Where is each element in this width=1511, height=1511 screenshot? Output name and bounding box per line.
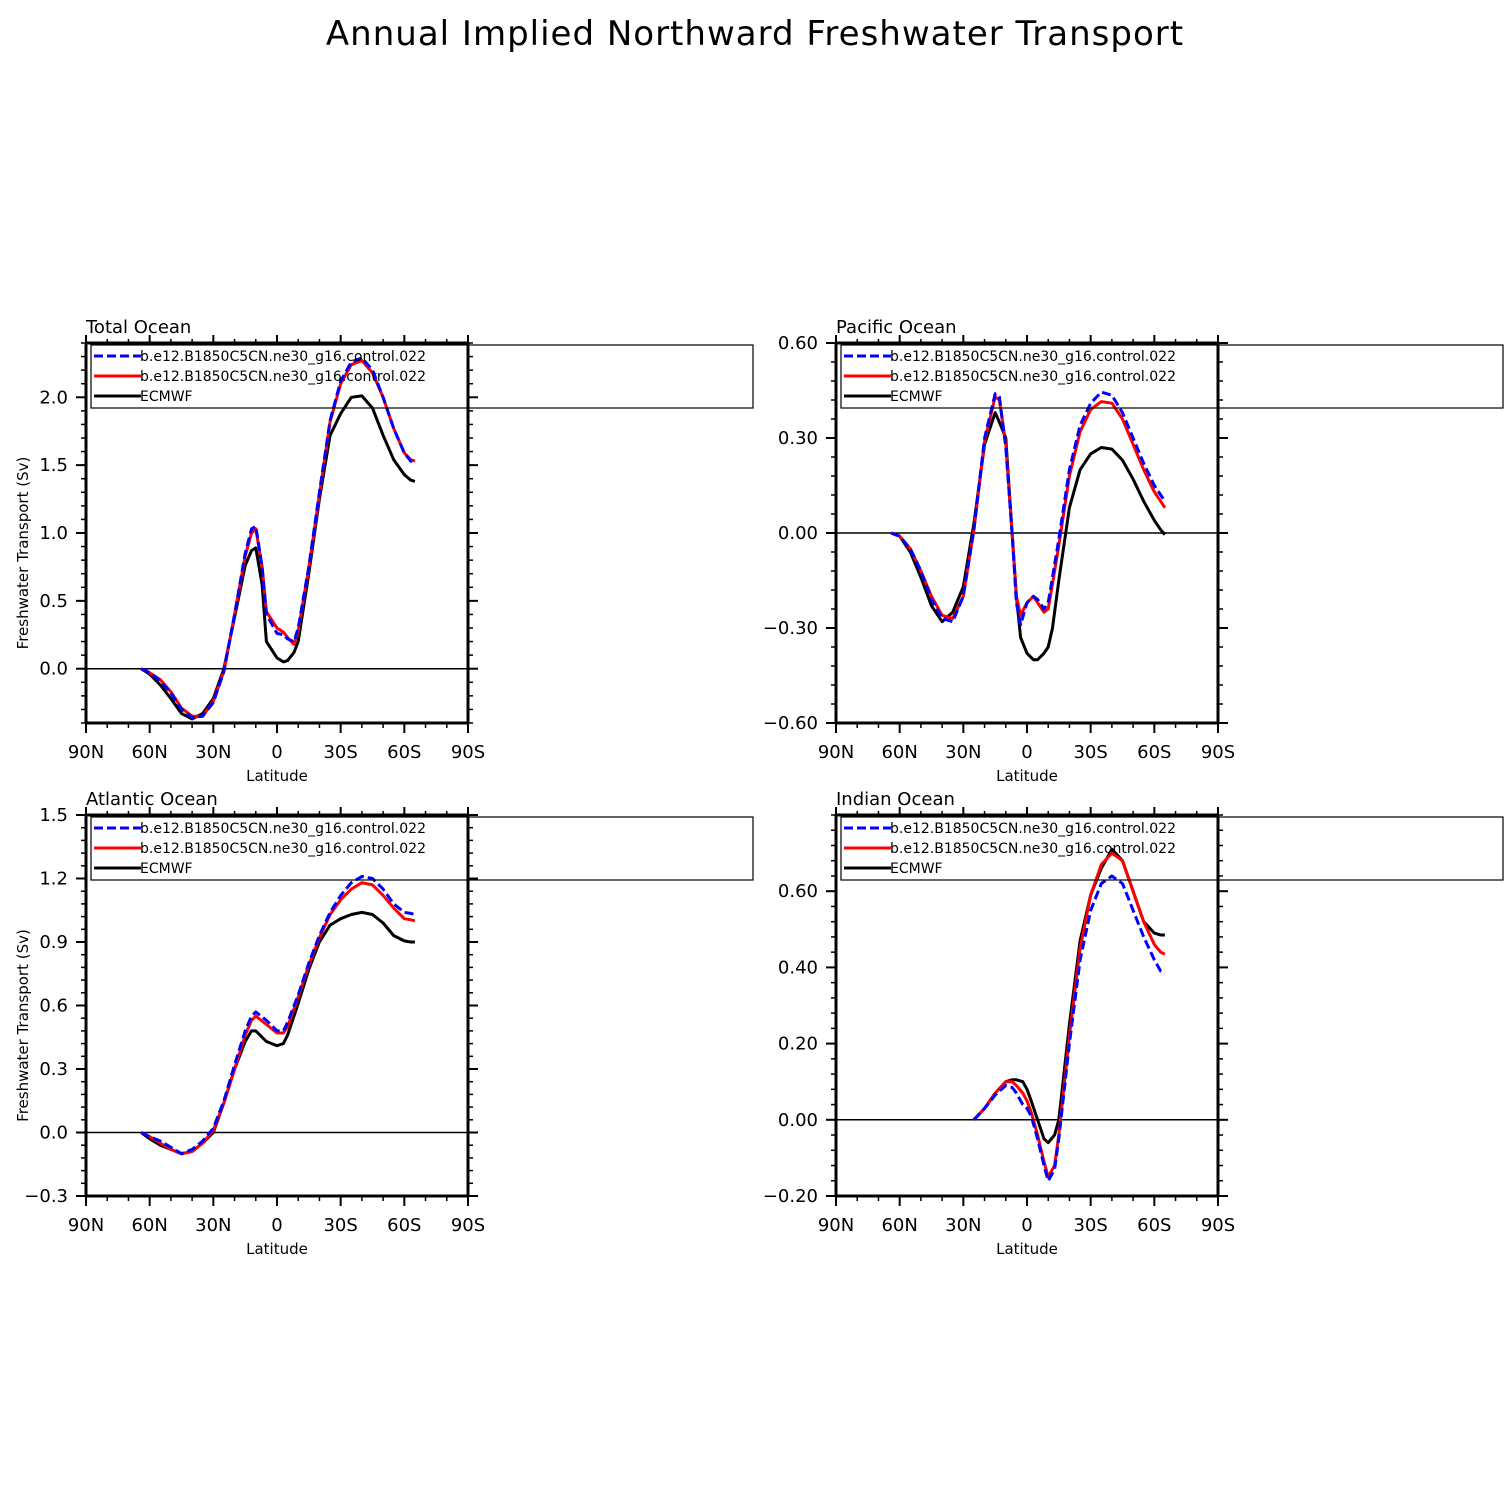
y-tick-label: 0.00 bbox=[778, 523, 818, 544]
x-tick-label: 60S bbox=[387, 742, 421, 763]
y-tick-label: 0.0 bbox=[39, 659, 68, 680]
y-tick-label: 0.30 bbox=[778, 428, 818, 449]
legend: b.e12.B1850C5CN.ne30_g16.control.022 b.e1… bbox=[90, 344, 754, 409]
legend-entry-label: ECMWF bbox=[890, 861, 943, 877]
x-tick-label: 60N bbox=[881, 742, 917, 763]
legend-entry-label: ECMWF bbox=[140, 389, 193, 405]
x-tick-label: 30N bbox=[195, 1215, 231, 1236]
legend: b.e12.B1850C5CN.ne30_g16.control.022 b.e1… bbox=[90, 816, 754, 881]
x-tick-label: 60N bbox=[131, 1215, 167, 1236]
x-tick-label: 90N bbox=[818, 1215, 854, 1236]
panel-title: Pacific Ocean bbox=[836, 317, 957, 338]
x-tick-label: 30S bbox=[1073, 1215, 1107, 1236]
x-tick-label: 90S bbox=[1201, 742, 1235, 763]
x-tick-label: 90S bbox=[451, 1215, 485, 1236]
x-tick-label: 30N bbox=[945, 1215, 981, 1236]
series-line-1 bbox=[890, 390, 1167, 627]
series-line-1 bbox=[140, 356, 416, 720]
figure-title: Annual Implied Northward Freshwater Tran… bbox=[326, 14, 1184, 54]
legend-entry-label: b.e12.B1850C5CN.ne30_g16.control.022 bbox=[140, 841, 426, 857]
legend: b.e12.B1850C5CN.ne30_g16.control.022 b.e1… bbox=[840, 816, 1504, 881]
series-line-3 bbox=[890, 411, 1167, 662]
panel-title: Atlantic Ocean bbox=[86, 789, 218, 810]
y-tick-label: 1.0 bbox=[39, 523, 68, 544]
x-tick-label: 30N bbox=[945, 742, 981, 763]
y-tick-label: 0.6 bbox=[39, 996, 68, 1017]
legend-entry-label: b.e12.B1850C5CN.ne30_g16.control.022 bbox=[140, 369, 426, 385]
x-tick-label: 90S bbox=[1201, 1215, 1235, 1236]
x-tick-label: 0 bbox=[271, 1215, 282, 1236]
y-tick-label: 0.5 bbox=[39, 591, 68, 612]
y-tick-label: −0.20 bbox=[763, 1186, 818, 1207]
x-axis-title: Latitude bbox=[246, 767, 308, 785]
legend-box bbox=[90, 816, 754, 881]
x-axis-title: Latitude bbox=[996, 767, 1058, 785]
panel-2: Pacific Ocean 90N 60N 30N 0 30S 60S 90S −0.60 −0.… bbox=[763, 317, 1504, 785]
legend-entry-label: b.e12.B1850C5CN.ne30_g16.control.022 bbox=[890, 369, 1176, 385]
legend-box bbox=[90, 344, 754, 409]
y-tick-label: 0.40 bbox=[778, 957, 818, 978]
series-line-2 bbox=[140, 881, 416, 1156]
y-tick-label: 0.9 bbox=[39, 932, 68, 953]
x-tick-label: 30S bbox=[1073, 742, 1107, 763]
panel-title: Total Ocean bbox=[85, 317, 191, 338]
series-line-1 bbox=[972, 874, 1166, 1183]
series-line-2 bbox=[890, 395, 1167, 620]
x-tick-label: 90N bbox=[68, 1215, 104, 1236]
legend-entry-label: b.e12.B1850C5CN.ne30_g16.control.022 bbox=[890, 349, 1176, 365]
x-tick-label: 0 bbox=[1021, 1215, 1032, 1236]
y-tick-label: −0.30 bbox=[763, 618, 818, 639]
x-tick-label: 30S bbox=[323, 742, 357, 763]
y-tick-label: 1.2 bbox=[39, 869, 68, 890]
legend-entry-label: b.e12.B1850C5CN.ne30_g16.control.022 bbox=[890, 841, 1176, 857]
legend-entry-label: b.e12.B1850C5CN.ne30_g16.control.022 bbox=[890, 821, 1176, 837]
y-tick-label: 0.3 bbox=[39, 1059, 68, 1080]
panels: Total Ocean 90N 60N 30N 0 30S 60S 90S 0.0 0.5 1.0 1… bbox=[14, 317, 1504, 1258]
y-tick-label: 1.5 bbox=[39, 805, 68, 826]
legend: b.e12.B1850C5CN.ne30_g16.control.022 b.e1… bbox=[840, 344, 1504, 409]
series-line-3 bbox=[972, 847, 1165, 1145]
x-tick-label: 30S bbox=[323, 1215, 357, 1236]
x-tick-label: 60N bbox=[881, 1215, 917, 1236]
y-tick-label: 0.00 bbox=[778, 1110, 818, 1131]
legend-box bbox=[840, 816, 1504, 881]
x-tick-label: 60S bbox=[387, 1215, 421, 1236]
series-line-1 bbox=[140, 874, 416, 1156]
y-tick-label: 0.0 bbox=[39, 1123, 68, 1144]
panel-title: Indian Ocean bbox=[836, 789, 955, 810]
y-tick-label: 0.60 bbox=[778, 881, 818, 902]
x-tick-label: 60S bbox=[1137, 742, 1171, 763]
legend-entry-label: ECMWF bbox=[890, 389, 943, 405]
y-tick-label: 2.0 bbox=[39, 387, 68, 408]
legend-entry-label: b.e12.B1850C5CN.ne30_g16.control.022 bbox=[140, 821, 426, 837]
legend-entry-label: b.e12.B1850C5CN.ne30_g16.control.022 bbox=[140, 349, 426, 365]
x-tick-label: 90N bbox=[68, 742, 104, 763]
y-axis-title: Freshwater Transport (Sv) bbox=[14, 929, 32, 1122]
panel-4: Indian Ocean 90N 60N 30N 0 30S 60S 90S −0.20 0.00… bbox=[763, 789, 1504, 1258]
panel-1: Total Ocean 90N 60N 30N 0 30S 60S 90S 0.0 0.5 1.0 1… bbox=[14, 317, 754, 785]
y-tick-label: 1.5 bbox=[39, 455, 68, 476]
series-line-3 bbox=[140, 394, 416, 721]
y-axis-title: Freshwater Transport (Sv) bbox=[14, 457, 32, 650]
x-tick-label: 0 bbox=[271, 742, 282, 763]
y-tick-label: −0.3 bbox=[24, 1186, 68, 1207]
x-tick-label: 30N bbox=[195, 742, 231, 763]
x-tick-label: 60S bbox=[1137, 1215, 1171, 1236]
x-tick-label: 0 bbox=[1021, 742, 1032, 763]
legend-entry-label: ECMWF bbox=[140, 861, 193, 877]
y-tick-label: −0.60 bbox=[763, 713, 818, 734]
y-tick-label: 0.60 bbox=[778, 333, 818, 354]
x-axis-title: Latitude bbox=[246, 1240, 308, 1258]
x-tick-label: 90S bbox=[451, 742, 485, 763]
x-tick-label: 90N bbox=[818, 742, 854, 763]
x-tick-label: 60N bbox=[131, 742, 167, 763]
y-tick-label: 0.20 bbox=[778, 1034, 818, 1055]
legend-box bbox=[840, 344, 1504, 409]
panel-3: Atlantic Ocean 90N 60N 30N 0 30S 60S 90S −0.3 0.0… bbox=[14, 789, 754, 1258]
x-axis-title: Latitude bbox=[996, 1240, 1058, 1258]
